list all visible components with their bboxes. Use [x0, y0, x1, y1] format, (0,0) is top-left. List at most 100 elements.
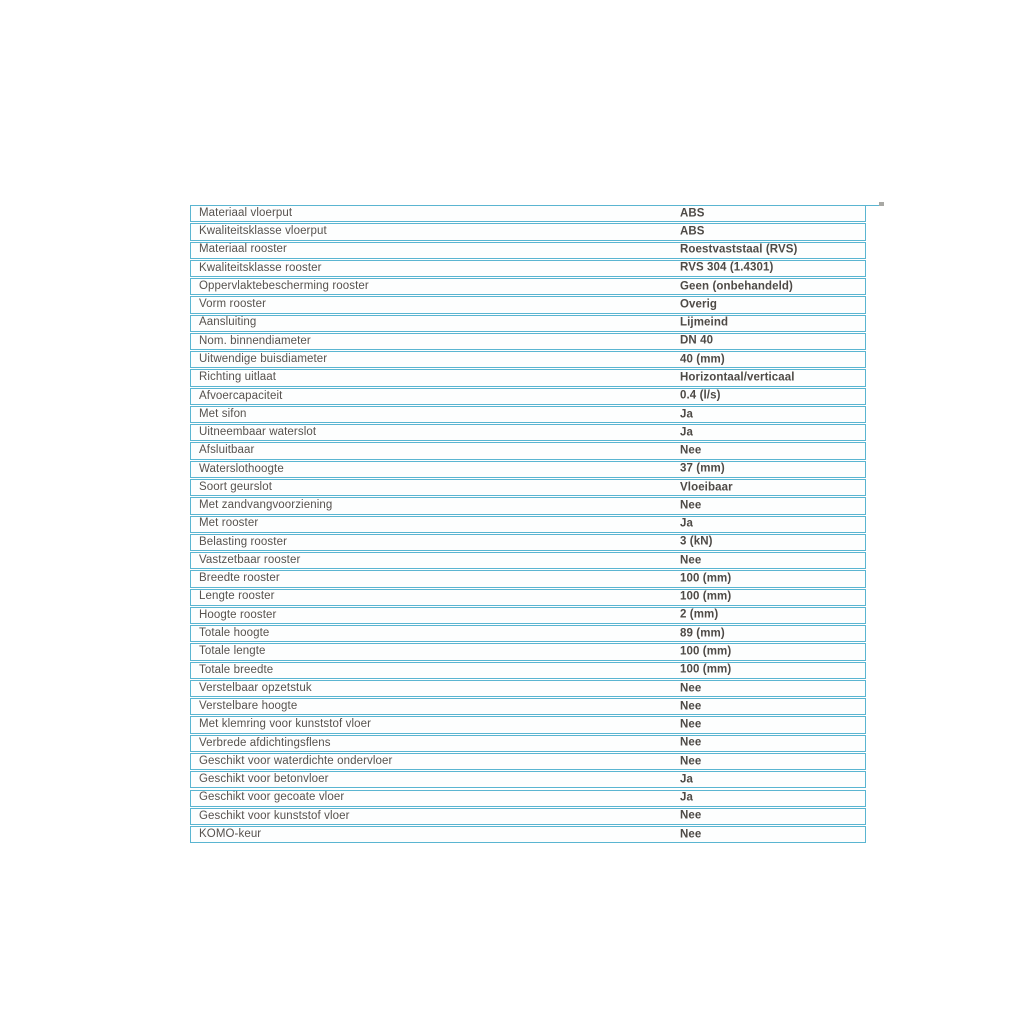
- spec-value: Horizontaal/verticaal: [680, 371, 795, 384]
- spec-value: Ja: [680, 773, 693, 786]
- spec-label: Hoogte rooster: [199, 608, 277, 621]
- table-row: Breedte rooster 100 (mm): [190, 570, 866, 588]
- spec-label: Uitneembaar waterslot: [199, 426, 317, 439]
- table-row: Met klemring voor kunststof vloer Nee: [190, 716, 866, 734]
- spec-label: Materiaal vloerput: [199, 206, 293, 219]
- table-row: Afsluitbaar Nee: [190, 442, 866, 460]
- spec-label: Vorm rooster: [199, 298, 267, 311]
- spec-value: DN 40: [680, 334, 714, 347]
- spec-value: Vloeibaar: [680, 480, 733, 493]
- table-row: Geschikt voor waterdichte ondervloer Nee: [190, 752, 866, 771]
- table-row: Uitneembaar waterslot Ja: [190, 424, 866, 442]
- spec-label: Totale breedte: [199, 663, 274, 676]
- corner-tick-mark: [879, 202, 884, 206]
- spec-label: Vastzetbaar rooster: [199, 553, 301, 566]
- spec-value: 100 (mm): [680, 645, 732, 658]
- spec-value: 3 (kN): [680, 535, 713, 548]
- table-row: Geschikt voor betonvloer Ja: [190, 771, 866, 789]
- spec-label: Afsluitbaar: [199, 444, 255, 457]
- spec-value: Roestvaststaal (RVS): [680, 243, 798, 256]
- spec-label: Met rooster: [199, 517, 259, 530]
- spec-label: Waterslothoogte: [199, 462, 284, 475]
- table-row: Totale lengte 100 (mm): [190, 643, 866, 661]
- table-row: Materiaal rooster Roestvaststaal (RVS): [190, 241, 866, 259]
- table-row: Belasting rooster 3 (kN): [190, 533, 866, 552]
- spec-label: Verbrede afdichtingsflens: [199, 736, 331, 749]
- spec-value: Nee: [680, 499, 702, 512]
- spec-rows: Materiaal vloerput ABS Kwaliteitsklasse vl…: [190, 205, 866, 844]
- table-row: Oppervlaktebescherming rooster Geen (onbe…: [190, 278, 866, 296]
- spec-label: Nom. binnendiameter: [199, 334, 311, 347]
- table-row: Richting uitlaat Horizontaal/verticaal: [190, 369, 866, 387]
- spec-value: Ja: [680, 426, 693, 439]
- table-row: KOMO-keur Nee: [190, 826, 866, 844]
- table-row: Verstelbaar opzetstuk Nee: [190, 679, 866, 698]
- table-row: Afvoercapaciteit 0.4 (l/s): [190, 387, 866, 405]
- table-row: Totale hoogte 89 (mm): [190, 625, 866, 643]
- table-row: Geschikt voor gecoate vloer Ja: [190, 789, 866, 807]
- spec-value: RVS 304 (1.4301): [680, 261, 774, 274]
- spec-value: 100 (mm): [680, 572, 732, 585]
- table-row: Verstelbare hoogte Nee: [190, 698, 866, 716]
- spec-value: Overig: [680, 298, 718, 311]
- spec-value: 89 (mm): [680, 626, 725, 639]
- spec-label: Met zandvangvoorziening: [199, 499, 333, 512]
- spec-value: ABS: [680, 206, 705, 219]
- spec-label: Belasting rooster: [199, 535, 287, 548]
- spec-label: Geschikt voor gecoate vloer: [199, 791, 345, 804]
- spec-label: Totale hoogte: [199, 626, 270, 639]
- spec-value: Nee: [680, 809, 702, 822]
- spec-label: Met klemring voor kunststof vloer: [199, 718, 372, 731]
- spec-label: Verstelbaar opzetstuk: [199, 681, 312, 694]
- table-row: Met zandvangvoorziening Nee: [190, 497, 866, 515]
- spec-value: Ja: [680, 407, 693, 420]
- spec-value: Nee: [680, 754, 702, 767]
- spec-value: Nee: [680, 718, 702, 731]
- spec-label: Verstelbare hoogte: [199, 700, 298, 713]
- spec-value: Nee: [680, 553, 702, 566]
- spec-value: ABS: [680, 225, 705, 238]
- spec-value: Ja: [680, 517, 693, 530]
- spec-value: 2 (mm): [680, 608, 719, 621]
- spec-label: Lengte rooster: [199, 590, 275, 603]
- spec-label: Geschikt voor waterdichte ondervloer: [199, 754, 393, 767]
- table-row: Lengte rooster 100 (mm): [190, 588, 866, 606]
- table-row: Nom. binnendiameter DN 40: [190, 332, 866, 351]
- spec-label: Kwaliteitsklasse vloerput: [199, 225, 327, 238]
- table-row: Vorm rooster Overig: [190, 296, 866, 314]
- table-row: Materiaal vloerput ABS: [190, 205, 866, 223]
- spec-label: Materiaal rooster: [199, 243, 287, 256]
- spec-value: 37 (mm): [680, 462, 725, 475]
- spec-label: Totale lengte: [199, 645, 266, 658]
- table-row: Vastzetbaar rooster Nee: [190, 552, 866, 570]
- table-row: Hoogte rooster 2 (mm): [190, 606, 866, 625]
- table-row: Soort geurslot Vloeibaar: [190, 478, 866, 497]
- spec-value: Nee: [680, 444, 702, 457]
- spec-value: 40 (mm): [680, 353, 725, 365]
- spec-label: Kwaliteitsklasse rooster: [199, 261, 322, 274]
- spec-value: Lijmeind: [680, 316, 729, 329]
- table-row: Uitwendige buisdiameter 40 (mm): [190, 351, 866, 369]
- spec-value: Nee: [680, 700, 702, 713]
- table-row: Geschikt voor kunststof vloer Nee: [190, 807, 866, 826]
- spec-value: Nee: [680, 681, 702, 694]
- spec-label: Uitwendige buisdiameter: [199, 353, 328, 365]
- spec-label: Afvoercapaciteit: [199, 389, 283, 402]
- spec-value: Nee: [680, 736, 702, 749]
- spec-value: Nee: [680, 827, 702, 840]
- table-row: Met rooster Ja: [190, 515, 866, 533]
- spec-value: 100 (mm): [680, 663, 732, 676]
- spec-label: KOMO-keur: [199, 827, 262, 840]
- spec-label: Richting uitlaat: [199, 371, 277, 384]
- spec-value: 100 (mm): [680, 590, 732, 603]
- spec-label: Breedte rooster: [199, 572, 280, 585]
- spec-label: Met sifon: [199, 407, 247, 420]
- table-row: Aansluiting Lijmeind: [190, 314, 866, 332]
- table-top-border-extension: [865, 205, 882, 207]
- table-row: Waterslothoogte 37 (mm): [190, 460, 866, 478]
- spec-label: Soort geurslot: [199, 480, 272, 493]
- table-row: Met sifon Ja: [190, 405, 866, 424]
- specification-table: Materiaal vloerput ABS Kwaliteitsklasse vl…: [190, 202, 884, 844]
- spec-value: Geen (onbehandeld): [680, 279, 793, 292]
